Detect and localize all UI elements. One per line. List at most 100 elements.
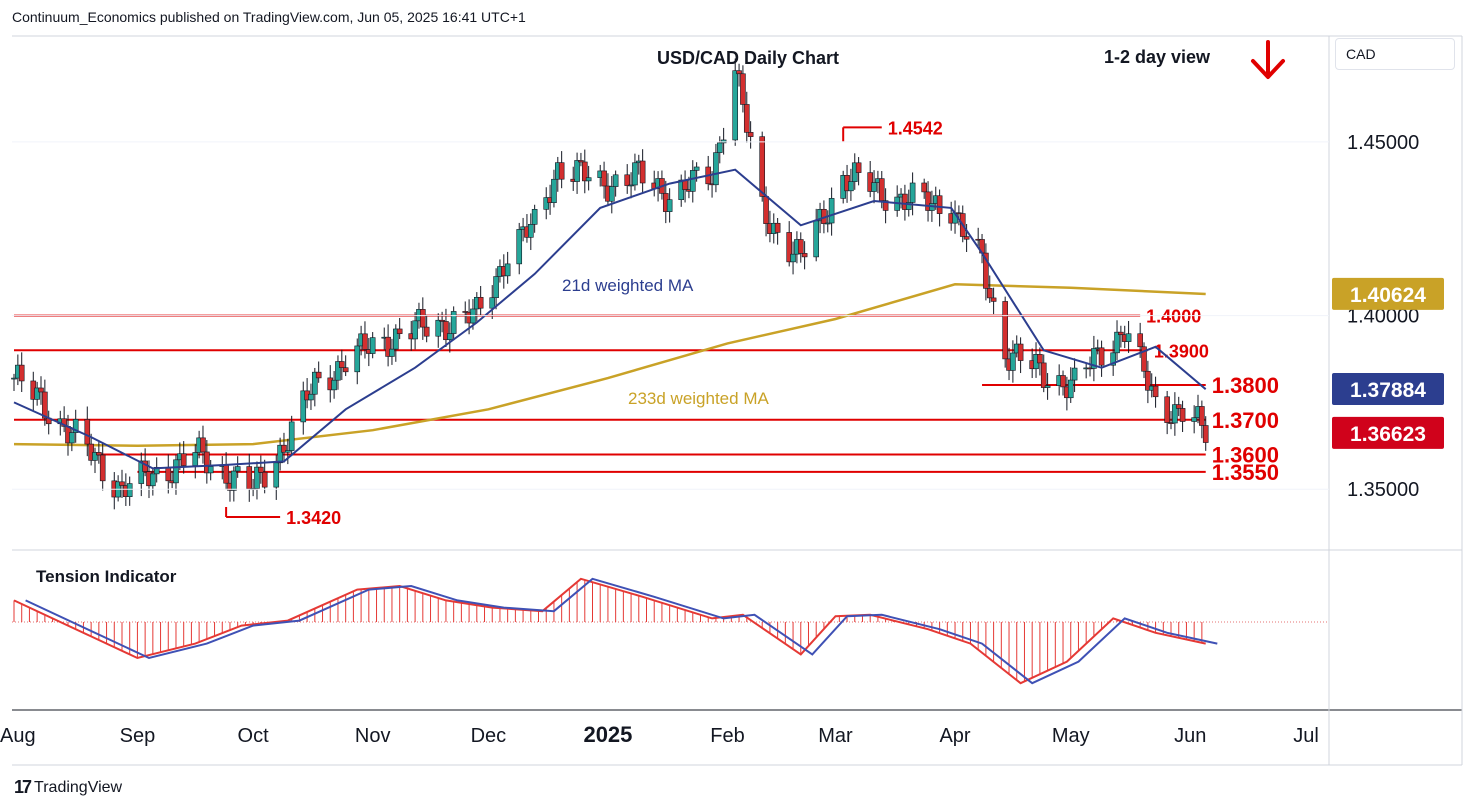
candle-body (848, 182, 853, 191)
candle-body (1118, 332, 1123, 335)
candle-body (1199, 406, 1204, 425)
candle-body (748, 132, 753, 136)
brand-name: TradingView (34, 779, 122, 797)
candle-body (181, 454, 186, 466)
price-badge-label: 1.37884 (1350, 379, 1426, 402)
candle-body (413, 321, 418, 339)
candle-body (258, 467, 263, 472)
x-tick-label: Feb (710, 725, 744, 747)
level-label: 1.3420 (286, 508, 341, 528)
price-badge-label: 1.36623 (1350, 423, 1426, 446)
candle-body (1176, 405, 1181, 409)
time-axis[interactable]: Aug Sep Oct Nov Dec 2025 Feb Mar Apr May Jun Jul (0, 722, 1319, 747)
candle-body (262, 472, 267, 487)
chart-title: USD/CAD Daily Chart (657, 48, 839, 68)
candle-body (362, 334, 367, 350)
ma21-path (14, 170, 1206, 469)
candle-body (424, 327, 429, 336)
candle-body (640, 161, 645, 183)
candle-body (991, 298, 996, 302)
currency-label[interactable]: CAD (1335, 38, 1455, 70)
candle-body (609, 187, 614, 202)
candle-body (829, 198, 834, 223)
candle-body (119, 482, 124, 486)
candle-body (96, 452, 101, 455)
level-label: 1.4000 (1146, 307, 1201, 327)
candle-body (690, 170, 695, 191)
candle-body (602, 171, 607, 186)
candle-body (532, 209, 537, 224)
candle-body (791, 254, 796, 262)
x-tick-label: Sep (120, 725, 156, 747)
candle-body (775, 223, 780, 232)
candle-body (1180, 408, 1185, 421)
candle-body (1061, 376, 1066, 387)
candle-body (740, 74, 745, 105)
candle-body (505, 264, 510, 276)
candle-body (856, 163, 861, 173)
candle-body (193, 452, 198, 465)
price-badges: 1.40624 1.37884 1.36623 (1332, 278, 1444, 449)
candle-body (1126, 334, 1131, 342)
candle-body (494, 277, 499, 298)
candle-body (872, 183, 877, 192)
candle-body (490, 298, 495, 308)
candle-body (937, 196, 942, 214)
candle-body (1010, 353, 1015, 370)
candle-body (1003, 301, 1008, 358)
candle-body (632, 163, 637, 185)
ma233-annotation: 233d weighted MA (628, 389, 769, 408)
candle-body (1041, 363, 1046, 388)
ma233-path (14, 284, 1206, 446)
price-badge-label: 1.40624 (1350, 284, 1426, 307)
candle-body (1115, 332, 1120, 353)
candle-body (166, 467, 171, 481)
candle-body (447, 334, 452, 340)
candle-body (694, 167, 699, 170)
candle-body (343, 368, 348, 372)
ma21-annotation: 21d weighted MA (562, 276, 694, 295)
candle-body (575, 160, 580, 181)
candle-body (1045, 386, 1050, 388)
candle-body (721, 140, 726, 143)
x-tick-label: Mar (818, 725, 853, 747)
candle-body (1138, 334, 1143, 347)
candle-body (1018, 344, 1023, 361)
candle-body (247, 467, 252, 489)
candle-body (42, 392, 47, 418)
candle-body (200, 438, 205, 452)
candle-body (733, 71, 738, 140)
candle-body (436, 320, 441, 336)
candle-body (332, 380, 337, 390)
level-label: 1.3550 (1212, 460, 1279, 485)
candle-body (397, 329, 402, 334)
y-tick-label: 1.45000 (1347, 132, 1419, 154)
candle-body (69, 433, 74, 443)
x-tick-label: Nov (355, 725, 391, 747)
candle-body (625, 175, 630, 186)
candle-body (85, 419, 90, 444)
candle-body (100, 455, 105, 481)
x-tick-label: Oct (238, 725, 270, 747)
footer-brand[interactable]: 17 TradingView (14, 777, 122, 798)
candle-body (339, 362, 344, 368)
x-tick-label: 2025 (583, 722, 632, 747)
x-tick-label: Aug (0, 725, 36, 747)
candle-body (19, 365, 24, 381)
candle-body (737, 71, 742, 74)
ma21-line (14, 170, 1206, 469)
candle-body (879, 179, 884, 201)
candle-body (559, 163, 564, 180)
candle-body (173, 460, 178, 483)
candle-body (528, 224, 533, 237)
candle-body (764, 196, 769, 223)
candle-body (814, 221, 819, 257)
candle-body (1192, 418, 1197, 422)
candle-body (613, 175, 618, 187)
candle-body (231, 471, 236, 490)
candle-body (308, 394, 313, 400)
candle-body (478, 297, 483, 308)
candle-body (235, 467, 240, 472)
candle-body (150, 474, 155, 486)
